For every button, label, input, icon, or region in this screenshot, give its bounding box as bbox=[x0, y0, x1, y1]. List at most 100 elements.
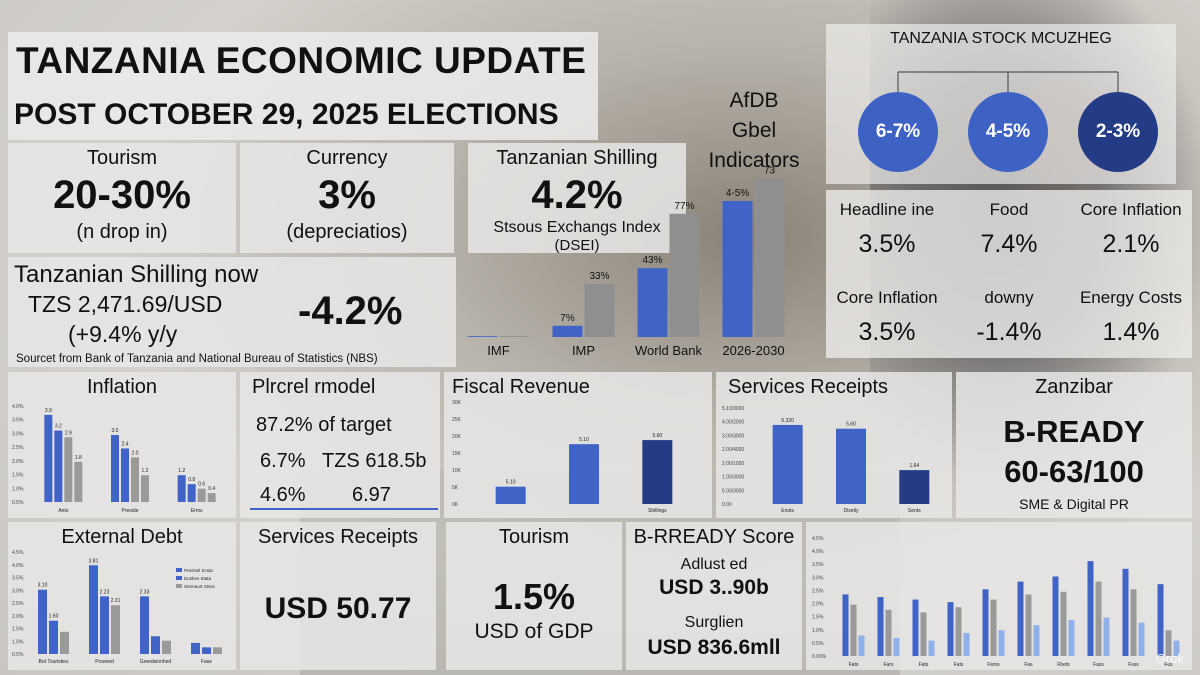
bar-value-label: 33% bbox=[589, 271, 609, 282]
stock-circle-3: 2-3% bbox=[1078, 92, 1158, 172]
shilling-now-line3: (+9.4% y/y bbox=[68, 321, 178, 347]
bar bbox=[131, 457, 139, 502]
bar bbox=[177, 475, 186, 502]
shilling-label: Tanzanian Shilling bbox=[496, 147, 658, 169]
shilling-change: -4.2% bbox=[298, 289, 403, 333]
grid-r2c3-label: Energy Costs bbox=[1079, 288, 1183, 307]
x-tick-label: Fats bbox=[919, 662, 929, 668]
x-tick-label: Sents bbox=[908, 508, 921, 514]
y-tick-label: 0.5% bbox=[12, 500, 24, 506]
grid-r1c3-label: Core Inflation bbox=[1080, 200, 1182, 219]
y-tick-label: 3.0% bbox=[12, 431, 24, 437]
y-tick-label: 4.0% bbox=[812, 549, 824, 555]
zanzibar-line2: 60-63/100 bbox=[1004, 454, 1144, 489]
bar-value-label: 3.0 bbox=[112, 428, 119, 434]
bar-value-label: 43% bbox=[642, 255, 662, 266]
shilling-value: 4.2% bbox=[531, 173, 623, 217]
bar bbox=[74, 461, 83, 502]
bready-l1: Adlust ed bbox=[680, 556, 748, 573]
stock-circle-2: 4-5% bbox=[968, 92, 1048, 172]
bar bbox=[877, 597, 884, 656]
bar-value-label: 5.10 bbox=[579, 437, 589, 443]
bar-value-label: 1.64 bbox=[909, 463, 919, 469]
y-tick-label: 2.5% bbox=[12, 445, 24, 451]
y-tick-label: 4.0% bbox=[12, 563, 24, 569]
y-tick-label: 3.5% bbox=[812, 562, 824, 568]
procurement-title: Plrcrel rmodel bbox=[252, 376, 376, 398]
x-tick-label: Prseeed bbox=[95, 659, 114, 665]
afdb-label: AfDB Gbel Indicators bbox=[694, 86, 814, 176]
bar-value-label: 2.23 bbox=[100, 589, 110, 595]
procurement-r3c2: 6.97 bbox=[352, 484, 391, 506]
bar bbox=[100, 596, 109, 654]
stock-circle-1: 6-7% bbox=[858, 92, 938, 172]
procurement-r2c2: TZS 618.5b bbox=[322, 450, 427, 472]
x-tick-label: Shillings bbox=[648, 508, 667, 514]
tourism-gdp-sub: USD of GDP bbox=[474, 620, 594, 643]
grid-r2c2-label: downy bbox=[984, 288, 1034, 307]
x-tick-label: Fbets bbox=[1057, 662, 1070, 668]
external-debt-panel: External Debt 4.5% 4.0% 3.5% 3.0% 2.5% 2.0% 1.… bbox=[8, 522, 236, 670]
bready-l4: USD 836.6mll bbox=[647, 636, 781, 659]
bar-value-label: 2.33 bbox=[140, 589, 150, 595]
legend-label: Dunltes Stata bbox=[184, 576, 212, 581]
bar bbox=[637, 268, 668, 337]
bar bbox=[899, 470, 930, 504]
bar bbox=[121, 448, 129, 502]
shilling-now-panel: Tanzanian Shilling now TZS 2,471.69/USD … bbox=[8, 257, 456, 367]
bar bbox=[858, 635, 865, 656]
bar bbox=[1157, 584, 1164, 656]
bar bbox=[202, 647, 211, 654]
tourism-gdp-panel: Tourism 1.5% USD of GDP bbox=[446, 522, 622, 670]
bar-value-label: 3.2 bbox=[55, 424, 62, 430]
header-panel: TANZANIA ECONOMIC UPDATE POST OCTOBER 29… bbox=[8, 32, 598, 140]
bar bbox=[722, 201, 753, 337]
bar bbox=[54, 430, 63, 502]
x-tick-label: Fats bbox=[954, 662, 964, 668]
services-chart-svg: 5.10/3000 4.00/2000 3.00/3000 2.00/4000 2.00… bbox=[722, 406, 930, 514]
inflation-chart-panel: Inflation 4.0% 3.5% 3.0% 2.5% 2.0% 1.5% 1.0% 0.… bbox=[8, 372, 236, 518]
bar bbox=[1068, 620, 1075, 656]
bar-value-label: 3.81 bbox=[89, 558, 99, 564]
bar-value-label: 5.60 bbox=[846, 422, 856, 428]
y-tick-label: 0.5% bbox=[12, 652, 24, 658]
y-tick-label: 2.00/4000 bbox=[722, 447, 744, 453]
x-tick-label: Fus bbox=[1164, 662, 1173, 668]
bar-value-label: 2.31 bbox=[111, 598, 121, 604]
bar-value-label: 77% bbox=[674, 201, 694, 212]
afdb-line1: AfDB bbox=[729, 89, 779, 112]
y-tick-label: 1.5% bbox=[12, 473, 24, 479]
x-tick-label: Fats bbox=[849, 662, 859, 668]
bar bbox=[499, 336, 530, 337]
y-tick-label: 5.10/3000 bbox=[722, 406, 744, 412]
page-subtitle: POST OCTOBER 29, 2025 ELECTIONS bbox=[14, 98, 559, 131]
bar bbox=[89, 565, 98, 654]
bar bbox=[772, 424, 803, 504]
grid-r1c2-value: 7.4% bbox=[980, 230, 1038, 258]
legend-swatch bbox=[176, 576, 182, 580]
zanzibar-line1: B-READY bbox=[1003, 414, 1145, 449]
zanzibar-title: Zanzibar bbox=[1035, 376, 1113, 398]
y-tick-label: 1.0% bbox=[812, 628, 824, 634]
legend-label: Prectsel Scsta bbox=[184, 568, 213, 573]
bar bbox=[912, 599, 919, 656]
bar bbox=[495, 486, 526, 504]
bar bbox=[162, 640, 171, 654]
services-receipts-card: Services Receipts USD 50.77 bbox=[240, 522, 436, 670]
y-tick-label: 4.5% bbox=[812, 536, 824, 542]
watermark: Grok bbox=[1155, 651, 1184, 666]
bar-value-label: 1.60 bbox=[49, 614, 59, 620]
currency-label: Currency bbox=[306, 147, 388, 169]
x-tick-label: Fsss bbox=[1128, 662, 1139, 668]
services-receipts-title: Services Receipts bbox=[257, 526, 419, 548]
x-tick-label: 2026-2030 bbox=[722, 343, 784, 358]
bar-value-label: 2.0 bbox=[132, 450, 139, 456]
y-tick-label: 1.5% bbox=[812, 615, 824, 621]
grid-r1c2-label: Food bbox=[989, 200, 1029, 219]
bar bbox=[1122, 568, 1129, 656]
bar bbox=[111, 435, 119, 502]
grid-r2c1-value: 3.5% bbox=[858, 318, 916, 346]
y-tick-label: 1.0% bbox=[12, 486, 24, 492]
grid-r1c1-value: 3.5% bbox=[858, 230, 916, 258]
zanzibar-panel: Zanzibar B-READY 60-63/100 SME & Digital… bbox=[956, 372, 1192, 518]
